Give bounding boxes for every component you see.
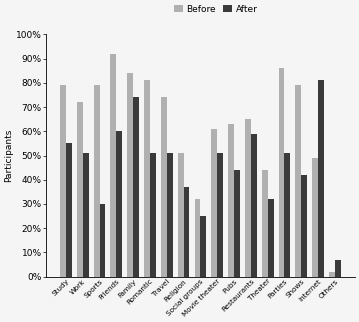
Bar (167, 153, 173, 277)
Bar (133, 97, 139, 277)
Legend: Before, After: Before, After (174, 5, 258, 14)
Bar (284, 153, 290, 277)
Y-axis label: Participants: Participants (4, 129, 13, 182)
Bar (99, 204, 106, 277)
Bar (60, 85, 66, 277)
Bar (335, 260, 341, 277)
Bar (127, 73, 133, 277)
Bar (301, 175, 307, 277)
Bar (77, 102, 83, 277)
Bar (251, 134, 257, 277)
Bar (200, 216, 206, 277)
Bar (262, 170, 268, 277)
Bar (312, 158, 318, 277)
Bar (116, 131, 122, 277)
Bar (211, 129, 217, 277)
Bar (234, 170, 240, 277)
Bar (111, 54, 116, 277)
Bar (268, 199, 274, 277)
Bar (295, 85, 301, 277)
Bar (217, 153, 223, 277)
Bar (183, 187, 190, 277)
Bar (178, 153, 183, 277)
Bar (318, 80, 324, 277)
Bar (144, 80, 150, 277)
Bar (150, 153, 156, 277)
Bar (161, 97, 167, 277)
Bar (195, 199, 200, 277)
Bar (66, 143, 72, 277)
Bar (228, 124, 234, 277)
Bar (83, 153, 89, 277)
Bar (329, 272, 335, 277)
Bar (94, 85, 99, 277)
Bar (245, 119, 251, 277)
Bar (279, 68, 284, 277)
